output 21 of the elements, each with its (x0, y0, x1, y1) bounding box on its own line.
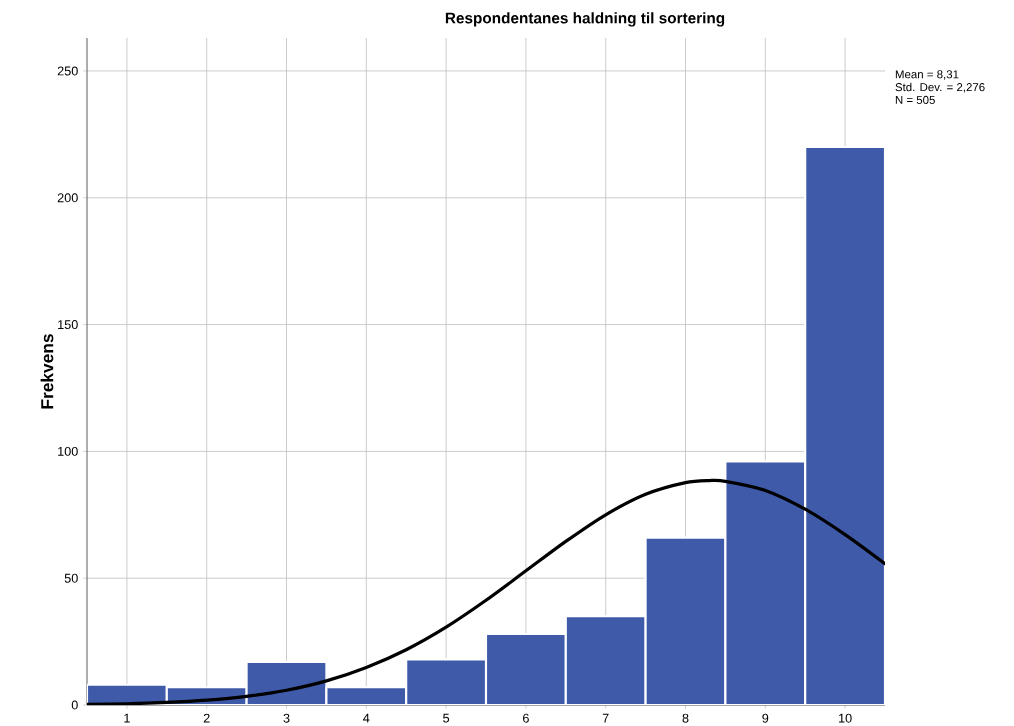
x-tick-label: 3 (283, 713, 290, 723)
x-tick-label: 7 (602, 713, 609, 723)
y-axis-title: Frekvens (40, 334, 54, 409)
text: Std. Dev. = 2,276 (895, 82, 985, 93)
y-tick-label: 200 (57, 193, 78, 203)
y-tick-label: 250 (57, 66, 78, 76)
text: N = 505 (895, 95, 935, 104)
y-tick-label: 150 (58, 320, 78, 330)
text: Mean = 8,31 (895, 70, 959, 80)
x-tick-label: 1 (124, 713, 130, 723)
x-tick-label: 8 (682, 713, 689, 723)
x-tick-label: 10 (839, 713, 852, 723)
x-tick-label: 5 (443, 713, 450, 723)
x-tick-label: 2 (203, 713, 210, 723)
y-tick-label: 50 (64, 573, 78, 583)
y-tick-label: 0 (71, 700, 78, 710)
x-tick-label: 6 (523, 713, 529, 723)
x-tick-label: 9 (762, 713, 769, 723)
x-tick-label: 4 (363, 713, 370, 723)
y-tick-label: 100 (58, 446, 78, 456)
chart-title: Respondentanes haldning til sortering (445, 12, 725, 27)
